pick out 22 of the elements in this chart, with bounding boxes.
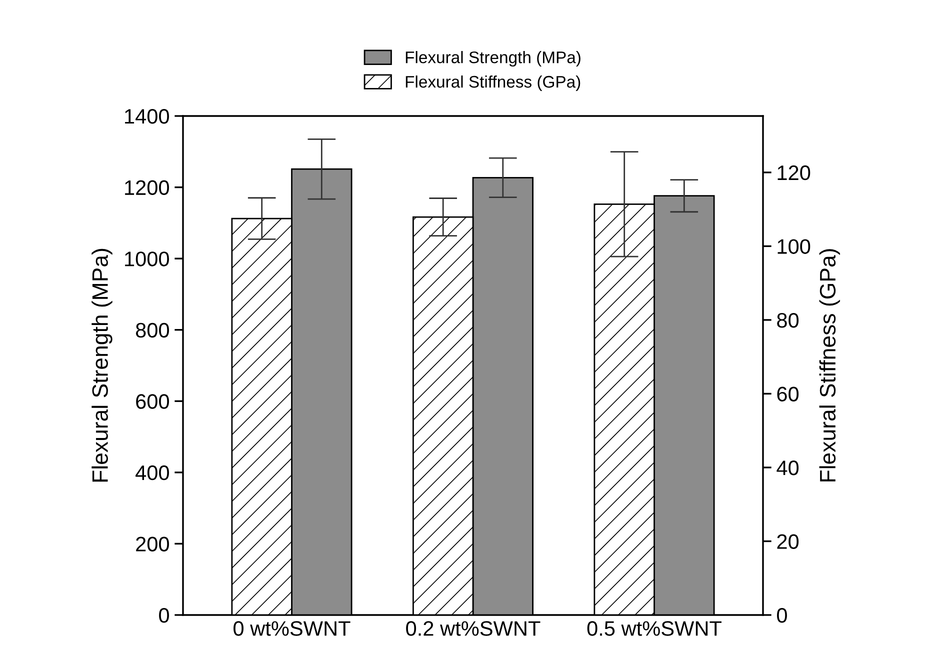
y-tick-label: 400 [136, 465, 169, 480]
y2-tick-label: 80 [777, 312, 799, 328]
x-tick-label: 0 wt%SWNT [234, 621, 350, 636]
y-axis-title: Flexural Strength (MPa) [92, 248, 112, 482]
y-tick-label: 600 [136, 394, 169, 409]
y2-tick-label: 0 [777, 608, 787, 623]
x-tick-label: 0.5 wt%SWNT [587, 621, 722, 636]
y2-tick-label: 20 [777, 534, 799, 549]
y-tick-label: 1400 [125, 109, 169, 124]
y-tick-label: 200 [136, 536, 169, 552]
y-tick-label: 1200 [125, 180, 169, 196]
y2-axis-title: Flexural Stiffness (GPa) [819, 249, 840, 482]
legend-label: Flexural Strength (MPa) [406, 51, 580, 67]
y-tick-label: 800 [136, 322, 169, 338]
y2-tick-label: 60 [777, 386, 799, 402]
y2-tick-label: 100 [778, 239, 810, 254]
x-tick-label: 0.2 wt%SWNT [406, 621, 540, 636]
y-tick-label: 0 [159, 608, 169, 623]
y-tick-label: 1000 [125, 252, 169, 266]
legend-label: Flexural Stiffness (GPa) [406, 75, 580, 92]
y2-tick-label: 40 [776, 460, 799, 476]
y2-tick-label: 120 [778, 165, 810, 180]
